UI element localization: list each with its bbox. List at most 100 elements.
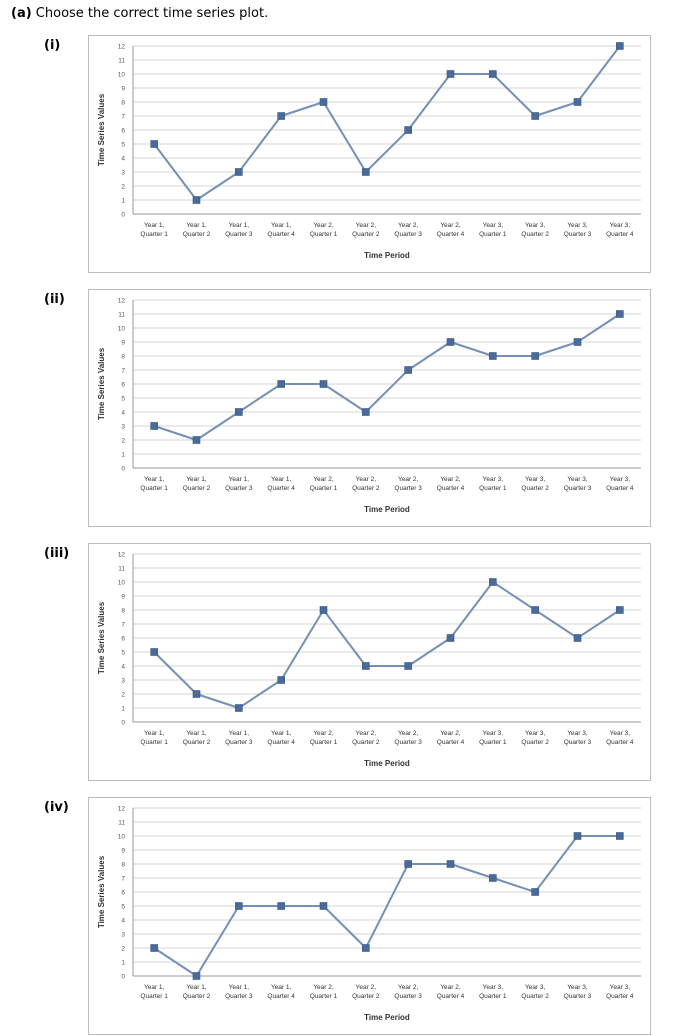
x-tick-label: Year 2, Quarter 2 [352, 984, 380, 1000]
data-point [362, 168, 370, 176]
x-tick-label: Year 1, Quarter 3 [225, 222, 253, 238]
gridlines [133, 45, 641, 215]
gridlines [133, 553, 641, 723]
y-tick-label: 4 [121, 409, 125, 416]
x-tick-label: Year 3, Quarter 2 [521, 984, 549, 1000]
data-point [531, 606, 539, 614]
data-point [192, 436, 201, 444]
x-tick-label: Year 1, Quarter 4 [267, 730, 295, 746]
data-point [573, 98, 582, 106]
data-point [277, 380, 285, 388]
x-tick-label: Year 3, Quarter 4 [606, 476, 634, 492]
x-tick-label: Year 3, Quarter 3 [564, 222, 592, 238]
y-tick-label: 7 [121, 621, 125, 628]
chart-option-ii[interactable]: 0 1 2 3 4 5 6 7 8 9 10 11 12 Year 1, Quarter 1 Year 1, Q… [88, 289, 651, 527]
x-tick-label: Year 1, Quarter 4 [267, 984, 295, 1000]
y-axis-title: Time Series Values [97, 347, 106, 420]
option-label-iii[interactable]: (iii) [44, 546, 70, 561]
x-axis-ticks: Year 1, Quarter 1 Year 1, Quarter 2 Year 1, Q… [140, 984, 634, 1000]
y-tick-label: 9 [121, 339, 125, 346]
x-tick-label: Year 2, Quarter 4 [437, 476, 465, 492]
y-tick-label: 11 [118, 565, 125, 572]
y-tick-label: 6 [121, 381, 125, 388]
series-markers [150, 310, 624, 444]
data-point [235, 168, 243, 176]
y-tick-label: 1 [121, 705, 125, 712]
y-tick-label: 9 [121, 593, 125, 600]
x-tick-label: Year 1, Quarter 1 [140, 730, 168, 746]
data-point [192, 196, 201, 204]
data-point [531, 352, 539, 360]
x-axis-title: Time Period [364, 1013, 410, 1022]
y-tick-label: 5 [121, 395, 125, 402]
data-point [573, 634, 582, 642]
chart-option-iii[interactable]: 0 1 2 3 4 5 6 7 8 9 10 11 12 Year 1, Quarter 1 Year 1, Q… [88, 543, 651, 781]
y-tick-label: 1 [121, 959, 125, 966]
x-axis-ticks: Year 1, Quarter 1 Year 1, Quarter 2 Year 1, Q… [140, 222, 634, 238]
y-tick-label: 2 [121, 437, 125, 444]
data-point [362, 408, 370, 416]
x-tick-label: Year 1, Quarter 2 [183, 730, 211, 746]
data-point [616, 832, 624, 840]
series-line [153, 313, 621, 441]
y-tick-label: 2 [121, 183, 125, 190]
y-tick-label: 11 [118, 311, 125, 318]
y-tick-label: 3 [121, 423, 125, 430]
chart-option-iv[interactable]: 0 1 2 3 4 5 6 7 8 9 10 11 12 Year 1, Quarter 1 Year 1, Q… [88, 797, 651, 1035]
data-point [235, 902, 243, 910]
data-point [404, 662, 412, 670]
y-tick-label: 10 [118, 325, 126, 332]
y-tick-label: 6 [121, 635, 125, 642]
y-tick-label: 8 [121, 99, 125, 106]
y-axis-title: Time Series Values [97, 855, 106, 928]
data-point [489, 874, 497, 882]
y-tick-label: 8 [121, 607, 125, 614]
y-tick-label: 12 [118, 551, 126, 558]
x-tick-label: Year 2, Quarter 1 [310, 476, 338, 492]
y-tick-label: 7 [121, 367, 125, 374]
data-point [531, 888, 539, 896]
option-label-ii[interactable]: (ii) [44, 292, 65, 307]
data-point [277, 112, 285, 120]
series-line [153, 45, 621, 201]
x-tick-label: Year 2, Quarter 3 [394, 476, 422, 492]
x-tick-label: Year 2, Quarter 1 [310, 984, 338, 1000]
x-tick-label: Year 3, Quarter 3 [564, 476, 592, 492]
x-tick-label: Year 2, Quarter 3 [394, 730, 422, 746]
data-point [192, 690, 201, 698]
x-tick-label: Year 2, Quarter 4 [437, 222, 465, 238]
data-point [404, 366, 412, 374]
x-tick-label: Year 2, Quarter 1 [310, 222, 338, 238]
x-tick-label: Year 1, Quarter 1 [140, 984, 168, 1000]
x-tick-label: Year 1, Quarter 1 [140, 222, 168, 238]
x-tick-label: Year 3, Quarter 1 [479, 476, 507, 492]
data-point [362, 662, 370, 670]
x-tick-label: Year 3, Quarter 2 [521, 222, 549, 238]
data-point [531, 112, 539, 120]
data-point [192, 972, 201, 980]
series-markers [150, 578, 624, 712]
y-tick-label: 5 [121, 903, 125, 910]
x-tick-label: Year 2, Quarter 2 [352, 222, 380, 238]
data-point [616, 310, 624, 318]
series-line [153, 581, 621, 709]
data-point [277, 902, 285, 910]
data-point [150, 648, 158, 656]
option-label-i[interactable]: (i) [44, 38, 61, 53]
data-point [446, 338, 455, 346]
x-tick-label: Year 1, Quarter 4 [267, 476, 295, 492]
y-tick-label: 0 [121, 465, 125, 472]
chart-option-i[interactable]: 0 1 2 3 4 5 6 7 8 9 10 11 12 Year 1, Quarter 1 Year 1, Q… [88, 35, 651, 273]
data-point [362, 944, 370, 952]
x-tick-label: Year 2, Quarter 2 [352, 730, 380, 746]
y-tick-label: 2 [121, 691, 125, 698]
y-tick-label: 11 [118, 819, 125, 826]
data-point [235, 704, 243, 712]
data-point [616, 42, 624, 50]
option-label-iv[interactable]: (iv) [44, 800, 69, 815]
